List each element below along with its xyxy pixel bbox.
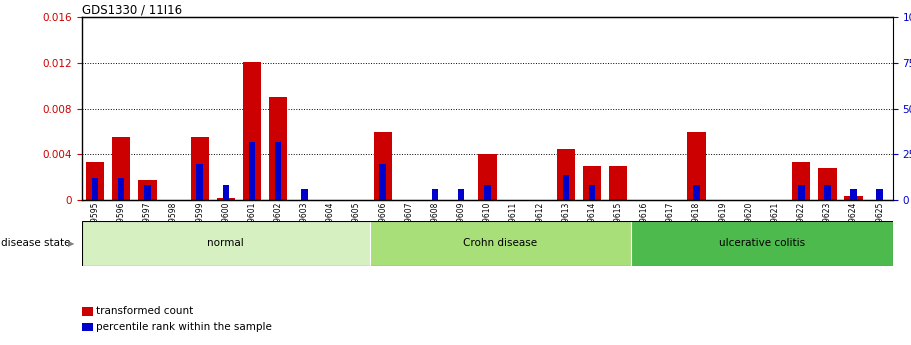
- Bar: [190, 137, 209, 200]
- Bar: [798, 186, 804, 200]
- Bar: [484, 186, 491, 200]
- Bar: [249, 141, 255, 200]
- Bar: [138, 179, 157, 200]
- Bar: [824, 186, 831, 200]
- Bar: [478, 155, 496, 200]
- Text: normal: normal: [208, 238, 244, 248]
- Bar: [301, 189, 308, 200]
- Bar: [631, 221, 893, 266]
- Bar: [693, 186, 700, 200]
- Bar: [374, 131, 392, 200]
- Bar: [197, 164, 203, 200]
- Text: percentile rank within the sample: percentile rank within the sample: [96, 322, 271, 332]
- Text: ulcerative colitis: ulcerative colitis: [719, 238, 805, 248]
- Text: GDS1330 / 11I16: GDS1330 / 11I16: [82, 3, 182, 16]
- Bar: [589, 186, 595, 200]
- Bar: [118, 178, 125, 200]
- Bar: [112, 137, 130, 200]
- Bar: [222, 186, 229, 200]
- Bar: [269, 97, 287, 200]
- Bar: [818, 168, 836, 200]
- Text: ▶: ▶: [68, 239, 75, 248]
- Bar: [370, 221, 631, 266]
- Bar: [82, 221, 370, 266]
- Bar: [243, 62, 261, 200]
- Bar: [850, 189, 857, 200]
- Bar: [458, 189, 465, 200]
- Bar: [86, 162, 104, 200]
- Bar: [563, 175, 569, 200]
- Bar: [217, 198, 235, 200]
- Bar: [380, 164, 386, 200]
- Bar: [144, 186, 150, 200]
- Bar: [688, 131, 706, 200]
- Bar: [876, 189, 883, 200]
- Bar: [275, 141, 281, 200]
- Bar: [609, 166, 628, 200]
- Text: Crohn disease: Crohn disease: [464, 238, 537, 248]
- Text: transformed count: transformed count: [96, 306, 193, 316]
- Bar: [792, 162, 811, 200]
- Bar: [844, 196, 863, 200]
- Bar: [583, 166, 601, 200]
- Bar: [92, 178, 98, 200]
- Bar: [432, 189, 438, 200]
- Text: disease state: disease state: [1, 238, 70, 248]
- Bar: [557, 149, 575, 200]
